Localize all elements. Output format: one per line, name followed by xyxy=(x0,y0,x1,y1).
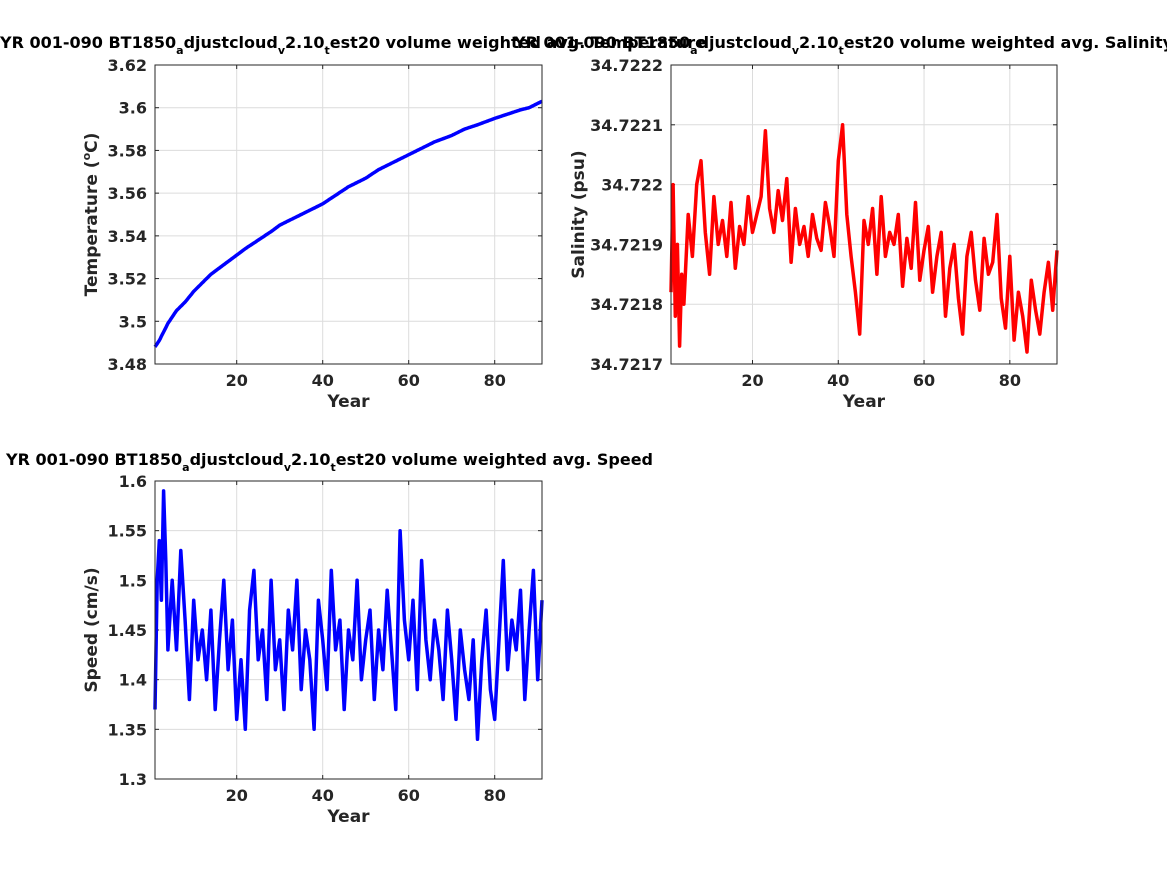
y-tick-label: 3.54 xyxy=(108,227,147,246)
y-tick-label: 3.5 xyxy=(119,312,147,331)
y-axis-label: Temperature (oC) xyxy=(80,133,102,297)
x-axis-label: Year xyxy=(326,807,370,827)
chart-title: YR 001-090 BT1850adjustcloudv2.10test20 … xyxy=(0,33,706,57)
series-line xyxy=(669,123,1059,354)
x-axis-label: Year xyxy=(326,392,370,412)
x-tick-label: 60 xyxy=(913,371,935,390)
y-tick-label: 3.58 xyxy=(108,141,147,160)
x-tick-label: 40 xyxy=(827,371,849,390)
y-tick-label: 1.35 xyxy=(108,720,147,739)
y-tick-label: 1.6 xyxy=(119,472,147,491)
plot-area-frame xyxy=(670,64,1058,365)
x-tick-label: 20 xyxy=(226,371,248,390)
x-tick-label: 60 xyxy=(398,786,420,805)
y-tick-label: 1.5 xyxy=(119,571,147,590)
x-tick-label: 60 xyxy=(398,371,420,390)
y-tick-label: 34.7222 xyxy=(590,56,663,75)
y-tick-label: 34.722 xyxy=(601,176,663,195)
chart-3: YR 001-090 BT1850adjustcloudv2.10test20 … xyxy=(5,450,653,827)
x-axis-label: Year xyxy=(842,392,886,412)
y-tick-label: 3.52 xyxy=(108,270,147,289)
chart-title: YR 001-090 BT1850adjustcloudv2.10test20 … xyxy=(513,33,1167,57)
chart-2: YR 001-090 BT1850adjustcloudv2.10test20 … xyxy=(513,33,1167,412)
x-tick-label: 40 xyxy=(312,371,334,390)
y-tick-label: 3.48 xyxy=(108,355,147,374)
plot-area-frame xyxy=(154,480,543,780)
y-axis-label: Salinity (psu) xyxy=(569,150,589,278)
plot-area-frame xyxy=(154,64,543,365)
series-line xyxy=(153,99,543,348)
y-tick-label: 1.55 xyxy=(108,522,147,541)
chart-title: YR 001-090 BT1850adjustcloudv2.10test20 … xyxy=(5,450,653,474)
x-tick-label: 80 xyxy=(999,371,1021,390)
y-tick-label: 34.7218 xyxy=(590,295,663,314)
series-line xyxy=(153,489,544,742)
x-tick-label: 80 xyxy=(484,371,506,390)
y-tick-label: 34.7219 xyxy=(590,235,663,254)
x-tick-label: 20 xyxy=(226,786,248,805)
y-tick-label: 1.3 xyxy=(119,770,147,789)
x-tick-label: 80 xyxy=(484,786,506,805)
y-axis-label: Speed (cm/s) xyxy=(82,567,102,692)
y-tick-label: 1.45 xyxy=(108,621,147,640)
x-tick-label: 20 xyxy=(741,371,763,390)
y-tick-label: 3.62 xyxy=(108,56,147,75)
y-tick-label: 1.4 xyxy=(119,671,147,690)
y-tick-label: 34.7217 xyxy=(590,355,663,374)
chart-1: YR 001-090 BT1850adjustcloudv2.10test20 … xyxy=(0,33,706,412)
y-tick-label: 3.6 xyxy=(119,99,147,118)
y-tick-label: 34.7221 xyxy=(590,116,663,135)
y-tick-label: 3.56 xyxy=(108,184,147,203)
x-tick-label: 40 xyxy=(312,786,334,805)
